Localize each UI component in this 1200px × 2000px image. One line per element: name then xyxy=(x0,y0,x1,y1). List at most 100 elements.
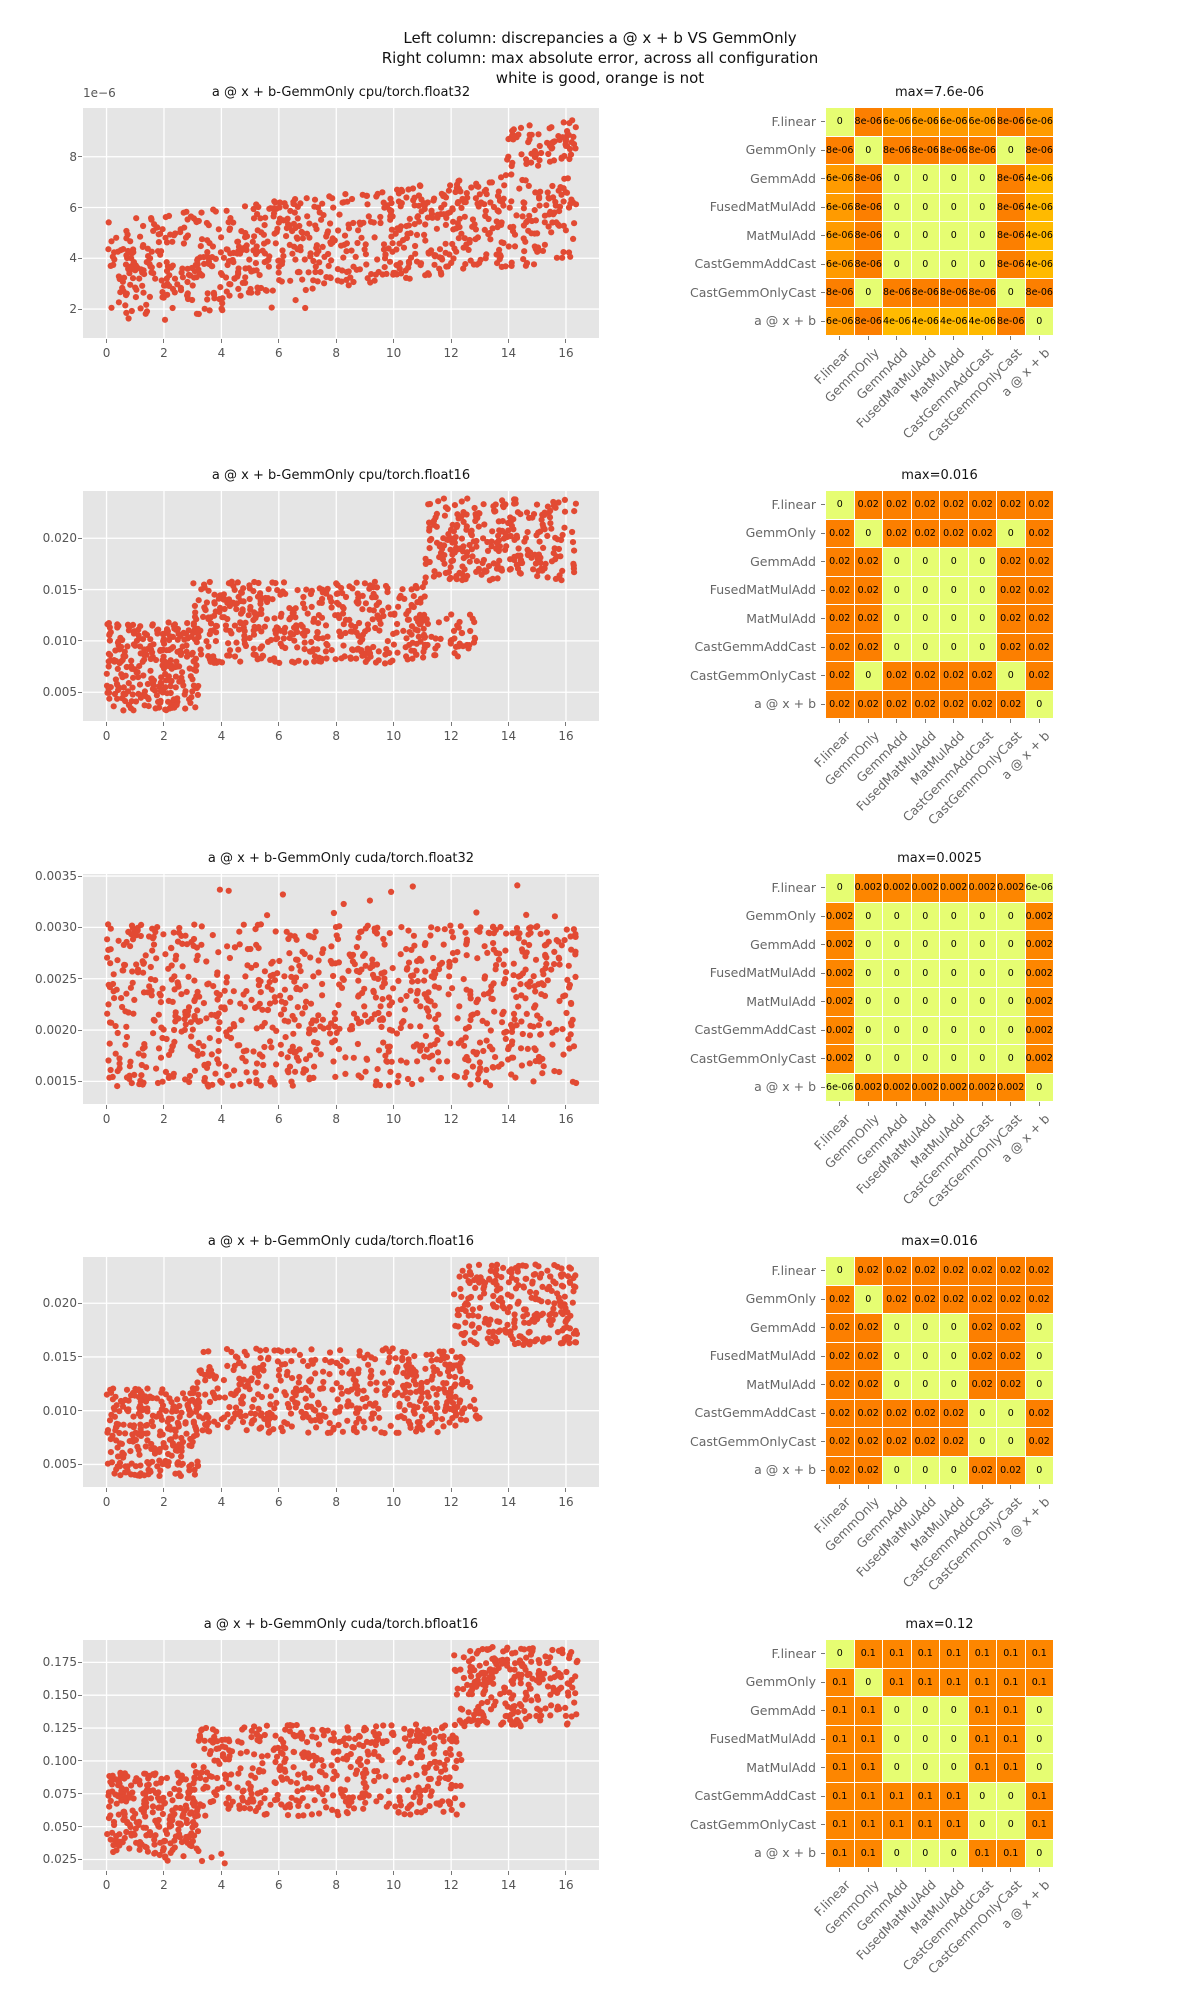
scatter-x-tick-0-5 xyxy=(393,339,395,343)
scatter-y-tick-4-4 xyxy=(78,1727,82,1729)
heatmap-cell-0-6-6: 0 xyxy=(997,279,1025,307)
scatter-title-3: a @ x + b-GemmOnly cuda/torch.float16 xyxy=(207,1234,475,1249)
scatter-y-tick-label-4-4: 0.125 xyxy=(42,1721,77,1736)
scatter-x-tick-3-7 xyxy=(508,1488,510,1492)
scatter-y-tick-label-4-5: 0.150 xyxy=(42,1688,77,1703)
heatmap-col-tick-3-2 xyxy=(896,1485,898,1489)
heatmap-col-tick-1-5 xyxy=(981,719,983,723)
heatmap-row-tick-1-4 xyxy=(821,618,825,620)
heatmap-cell-4-0-6: 0.1 xyxy=(997,1640,1025,1668)
scatter-x-tick-label-3-7: 14 xyxy=(500,1495,517,1509)
heatmap-cell-1-1-4: 0.02 xyxy=(940,519,968,547)
scatter-y-tick-label-3-3: 0.020 xyxy=(42,1296,77,1311)
heatmap-col-tick-1-1 xyxy=(867,719,869,723)
scatter-x-tick-label-1-3: 6 xyxy=(275,729,283,743)
heatmap-cell-0-2-1: 8e-06 xyxy=(854,165,882,193)
heatmap-col-tick-2-4 xyxy=(953,1102,955,1106)
heatmap-cell-0-3-4: 0 xyxy=(940,193,968,221)
heatmap-cell-0-0-0: 0 xyxy=(826,108,854,136)
scatter-x-tick-label-4-1: 2 xyxy=(160,1878,168,1892)
heatmap-cell-2-1-3: 0 xyxy=(911,902,939,930)
heatmap-cell-4-4-1: 0.1 xyxy=(854,1754,882,1782)
scatter-y-tick-label-4-1: 0.050 xyxy=(42,1819,77,1834)
heatmap-cell-2-6-1: 0 xyxy=(854,1045,882,1073)
scatter-title-4: a @ x + b-GemmOnly cuda/torch.bfloat16 xyxy=(203,1617,479,1632)
heatmap-cell-1-5-7: 0.02 xyxy=(1025,633,1053,661)
heatmap-cell-2-6-4: 0 xyxy=(940,1045,968,1073)
heatmap-row-label-2-1: GemmOnly xyxy=(745,908,816,924)
scatter-y-tick-0-0 xyxy=(78,308,82,310)
heatmap-cell-4-1-6: 0.1 xyxy=(997,1668,1025,1696)
heatmap-row-label-4-7: a @ x + b xyxy=(754,1845,816,1861)
scatter-x-tick-1-1 xyxy=(163,722,165,726)
heatmap-cell-4-7-1: 0.1 xyxy=(854,1839,882,1867)
heatmap-cell-1-7-0: 0.02 xyxy=(826,690,854,718)
scatter-x-tick-label-0-2: 4 xyxy=(217,346,226,360)
heatmap-cell-4-5-2: 0.1 xyxy=(883,1782,911,1810)
scatter-panel-0 xyxy=(83,108,599,338)
heatmap-row-label-0-6: CastGemmOnlyCast xyxy=(690,284,816,300)
scatter-y-tick-3-3 xyxy=(78,1302,82,1304)
heatmap-cell-1-3-3: 0 xyxy=(911,576,939,604)
heatmap-row-tick-0-0 xyxy=(821,121,825,123)
scatter-y-tick-label-0-3: 8 xyxy=(69,149,77,164)
heatmap-cell-3-7-0: 0.02 xyxy=(826,1456,854,1484)
heatmap-cell-2-3-3: 0 xyxy=(911,959,939,987)
heatmap-cell-2-6-5: 0 xyxy=(968,1045,996,1073)
heatmap-cell-3-1-0: 0.02 xyxy=(826,1285,854,1313)
scatter-y-tick-2-1 xyxy=(78,1029,82,1031)
heatmap-cell-2-4-5: 0 xyxy=(968,988,996,1016)
scatter-x-tick-label-4-2: 4 xyxy=(217,1878,226,1892)
heatmap-cell-3-6-6: 0 xyxy=(997,1428,1025,1456)
heatmap-row-tick-3-7 xyxy=(821,1469,825,1471)
heatmap-cell-4-0-7: 0.1 xyxy=(1025,1640,1053,1668)
heatmap-cell-0-6-3: 8e-06 xyxy=(911,279,939,307)
heatmap-row-label-0-7: a @ x + b xyxy=(754,313,816,329)
heatmap-row-tick-1-5 xyxy=(821,646,825,648)
heatmap-cell-2-2-7: 0.002 xyxy=(1025,931,1053,959)
heatmap-row-label-2-2: GemmAdd xyxy=(750,936,816,952)
scatter-y-tick-label-1-2: 0.015 xyxy=(42,582,77,597)
heatmap-cell-4-3-3: 0 xyxy=(911,1725,939,1753)
heatmap-cell-0-2-3: 0 xyxy=(911,165,939,193)
scatter-x-tick-2-8 xyxy=(565,1105,567,1109)
heatmap-cell-3-6-2: 0.02 xyxy=(883,1428,911,1456)
heatmap-cell-2-4-1: 0 xyxy=(854,988,882,1016)
scatter-x-tick-4-2 xyxy=(220,1871,222,1875)
heatmap-cell-0-3-1: 8e-06 xyxy=(854,193,882,221)
heatmap-cell-3-5-4: 0.02 xyxy=(940,1399,968,1427)
heatmap-cell-3-6-1: 0.02 xyxy=(854,1428,882,1456)
scatter-y-tick-3-1 xyxy=(78,1410,82,1412)
scatter-x-tick-label-0-1: 2 xyxy=(160,346,168,360)
heatmap-cell-4-1-2: 0.1 xyxy=(883,1668,911,1696)
heatmap-row-tick-1-0 xyxy=(821,504,825,506)
heatmap-cell-1-4-0: 0.02 xyxy=(826,605,854,633)
heatmap-cell-1-6-3: 0.02 xyxy=(911,662,939,690)
heatmap-cell-3-5-5: 0 xyxy=(968,1399,996,1427)
heatmap-row-tick-2-4 xyxy=(821,1001,825,1003)
heatmap-cell-1-3-1: 0.02 xyxy=(854,576,882,604)
scatter-x-tick-label-0-8: 16 xyxy=(558,346,574,360)
scatter-y-tick-1-3 xyxy=(78,537,82,539)
scatter-x-tick-3-4 xyxy=(335,1488,337,1492)
heatmap-cell-1-6-5: 0.02 xyxy=(968,662,996,690)
heatmap-col-tick-0-5 xyxy=(981,336,983,340)
heatmap-cell-3-0-3: 0.02 xyxy=(911,1257,939,1285)
heatmap-cell-4-6-6: 0 xyxy=(997,1811,1025,1839)
heatmap-cell-4-4-0: 0.1 xyxy=(826,1754,854,1782)
scatter-x-tick-4-7 xyxy=(508,1871,510,1875)
heatmap-cell-4-3-1: 0.1 xyxy=(854,1725,882,1753)
scatter-title-0: a @ x + b-GemmOnly cpu/torch.float32 xyxy=(211,85,471,100)
heatmap-row-label-1-2: GemmAdd xyxy=(750,553,816,569)
heatmap-cell-3-2-1: 0.02 xyxy=(854,1314,882,1342)
scatter-x-tick-3-6 xyxy=(450,1488,452,1492)
heatmap-cell-1-7-5: 0.02 xyxy=(968,690,996,718)
heatmap-cell-4-0-5: 0.1 xyxy=(968,1640,996,1668)
heatmap-cell-0-4-1: 8e-06 xyxy=(854,222,882,250)
heatmap-col-tick-1-7 xyxy=(1038,719,1040,723)
scatter-x-tick-0-4 xyxy=(335,339,337,343)
heatmap-cell-4-5-6: 0 xyxy=(997,1782,1025,1810)
heatmap-cell-1-2-1: 0.02 xyxy=(854,548,882,576)
heatmap-cell-4-4-3: 0 xyxy=(911,1754,939,1782)
scatter-title-1: a @ x + b-GemmOnly cpu/torch.float16 xyxy=(211,468,471,483)
